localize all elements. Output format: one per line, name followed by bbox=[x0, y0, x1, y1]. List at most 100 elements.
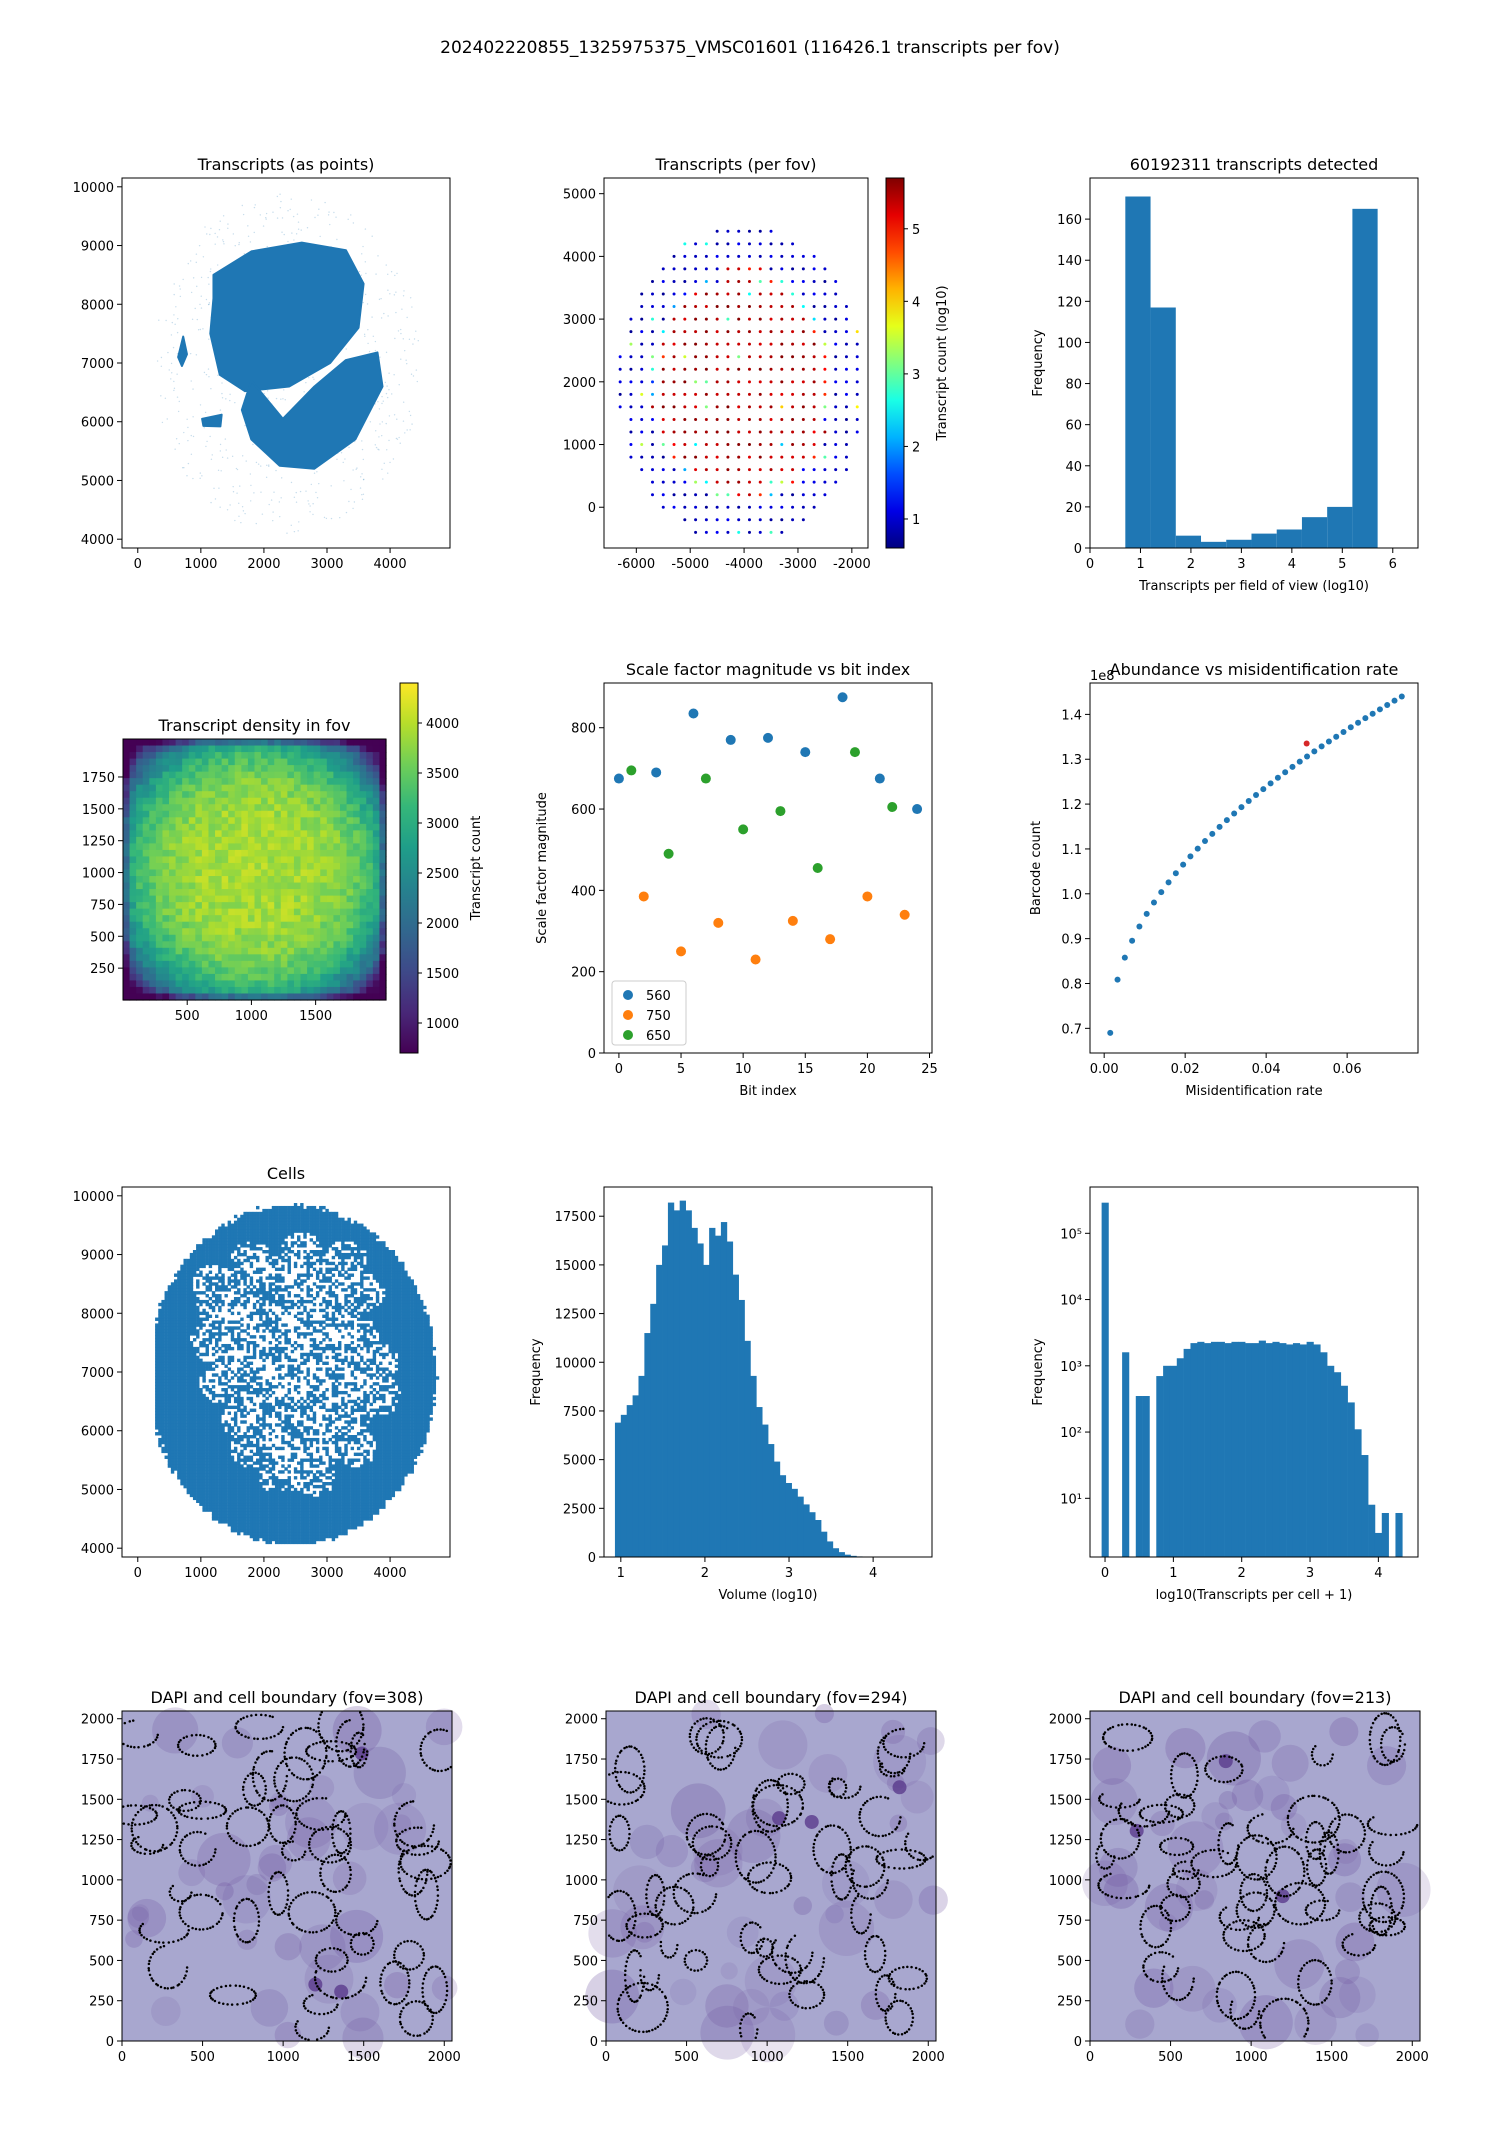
cell-point bbox=[221, 1355, 225, 1360]
heatmap-cell bbox=[221, 915, 229, 923]
heatmap-cell bbox=[254, 908, 262, 916]
cell-point bbox=[224, 1399, 228, 1404]
sparse-transcript-point bbox=[281, 231, 283, 233]
cell-point bbox=[240, 1399, 244, 1404]
cell-point bbox=[196, 1299, 200, 1304]
cell-point bbox=[192, 1291, 197, 1295]
cell-point bbox=[211, 1305, 216, 1310]
cell-point bbox=[183, 1305, 187, 1310]
cell-point bbox=[164, 1361, 168, 1365]
cell-point bbox=[199, 1352, 203, 1357]
series-750-point bbox=[787, 915, 798, 926]
heatmap-cell bbox=[182, 836, 190, 844]
heatmap-cell bbox=[241, 745, 249, 753]
heatmap-cell bbox=[195, 778, 203, 786]
cell-point bbox=[224, 1405, 228, 1410]
heatmap-cell bbox=[195, 765, 203, 773]
cell-point bbox=[161, 1396, 165, 1401]
heatmap-cell bbox=[320, 797, 328, 805]
fov-point bbox=[834, 380, 838, 384]
heatmap-cell bbox=[188, 986, 196, 995]
heatmap-cell bbox=[149, 797, 157, 805]
cell-point bbox=[164, 1332, 168, 1336]
heatmap-cell bbox=[267, 908, 275, 916]
fov-point bbox=[672, 254, 676, 258]
cell-point bbox=[170, 1323, 175, 1327]
cell-point bbox=[180, 1311, 184, 1316]
cell-point bbox=[189, 1411, 194, 1415]
sparse-transcript-point bbox=[344, 458, 346, 460]
cell-point bbox=[215, 1296, 219, 1301]
heatmap-cell bbox=[215, 856, 223, 864]
sparse-transcript-point bbox=[273, 491, 275, 493]
cell-point bbox=[196, 1473, 200, 1477]
barcode-point bbox=[1114, 976, 1121, 983]
sparse-transcript-point bbox=[276, 217, 279, 219]
heatmap-cell bbox=[353, 876, 361, 884]
cell-point bbox=[215, 1490, 219, 1495]
sparse-transcript-point bbox=[396, 438, 399, 440]
cell-point bbox=[177, 1429, 181, 1433]
cell-point bbox=[208, 1367, 213, 1371]
cell-point bbox=[180, 1461, 184, 1465]
cell-point bbox=[224, 1349, 228, 1354]
cell-point bbox=[174, 1282, 178, 1286]
cell-point bbox=[224, 1332, 228, 1336]
heatmap-cell bbox=[267, 797, 275, 805]
cell-point bbox=[177, 1426, 181, 1430]
sparse-transcript-point bbox=[272, 519, 274, 522]
cell-point bbox=[233, 1341, 238, 1345]
cell-point bbox=[202, 1323, 206, 1327]
cell-point bbox=[224, 1440, 228, 1445]
cell-point bbox=[240, 1252, 244, 1257]
fov-point bbox=[726, 305, 730, 309]
heatmap-cell bbox=[326, 947, 334, 955]
fov-point bbox=[769, 380, 773, 384]
barcode-point bbox=[1194, 845, 1201, 852]
cell-point bbox=[208, 1493, 213, 1498]
y-tick-label: 1000 bbox=[563, 439, 596, 454]
fov-point bbox=[758, 480, 762, 484]
heatmap-cell bbox=[287, 784, 295, 792]
cell-point bbox=[158, 1379, 162, 1383]
cell-point bbox=[205, 1461, 209, 1465]
heatmap-cell bbox=[379, 954, 387, 962]
heatmap-cell bbox=[254, 765, 262, 773]
cell-point bbox=[167, 1317, 172, 1321]
heatmap-cell bbox=[372, 921, 381, 929]
cell-point bbox=[189, 1288, 194, 1292]
heatmap-cell bbox=[136, 915, 144, 923]
cell-point bbox=[227, 1302, 232, 1307]
heatmap-cell bbox=[287, 752, 295, 760]
heatmap-cell bbox=[346, 849, 354, 858]
heatmap-cell bbox=[182, 758, 190, 766]
cell-point bbox=[164, 1379, 168, 1383]
fov-point bbox=[823, 430, 827, 434]
fov-point bbox=[726, 417, 730, 421]
heatmap-cell bbox=[123, 752, 131, 760]
cell-point bbox=[215, 1373, 219, 1377]
cell-point bbox=[227, 1393, 232, 1398]
sparse-transcript-point bbox=[208, 338, 210, 340]
cell-point bbox=[177, 1317, 181, 1321]
cell-point bbox=[224, 1470, 228, 1474]
cell-point bbox=[230, 1417, 235, 1421]
heatmap-cell bbox=[228, 876, 236, 884]
sparse-transcript-point bbox=[378, 449, 380, 451]
fov-point bbox=[704, 305, 708, 309]
cell-point bbox=[202, 1487, 206, 1492]
sparse-transcript-point bbox=[290, 524, 292, 527]
heatmap-cell bbox=[169, 758, 177, 766]
cell-point bbox=[224, 1420, 228, 1424]
heatmap-cell bbox=[333, 745, 341, 753]
heatmap-cell bbox=[175, 986, 183, 995]
heatmap-cell bbox=[221, 765, 229, 773]
heatmap-cell bbox=[307, 758, 315, 766]
cell-point bbox=[180, 1385, 184, 1389]
barcode-point bbox=[1369, 710, 1376, 717]
heatmap-cell bbox=[208, 908, 216, 916]
heatmap-cell bbox=[293, 797, 302, 805]
cell-point bbox=[186, 1487, 191, 1492]
heatmap-cell bbox=[155, 771, 164, 779]
heatmap-cell bbox=[149, 804, 157, 812]
